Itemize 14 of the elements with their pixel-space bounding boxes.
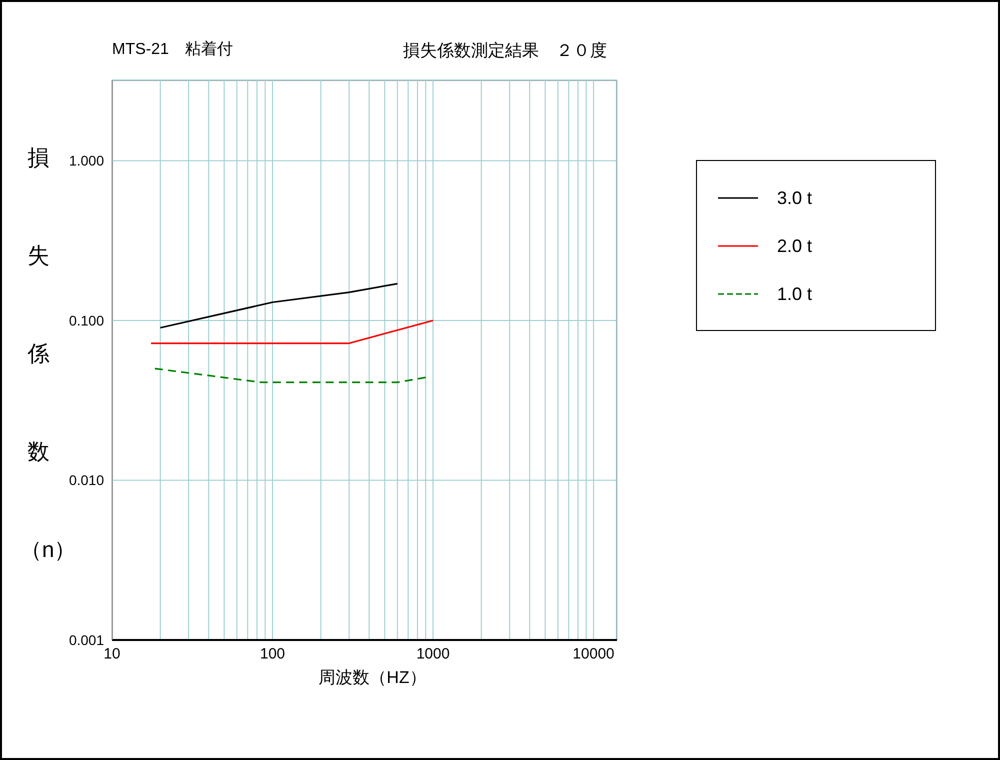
legend-label: 1.0 t [777, 284, 812, 304]
y-tick-label: 1.000 [68, 152, 104, 169]
x-tick-label: 10000 [572, 646, 614, 663]
y-tick-label: 0.001 [68, 632, 104, 648]
chart-subtitle: MTS-21 粘着付 [112, 40, 233, 60]
x-tick-label: 1000 [416, 646, 450, 663]
x-tick-label: 100 [260, 646, 286, 663]
x-tick-label: 10 [104, 646, 120, 663]
y-tick-label: 0.100 [68, 312, 104, 328]
legend-label: 2.0 t [777, 236, 812, 256]
legend-label: 3.0 t [777, 188, 812, 208]
chart-title: 損失係数測定結果 ２０度 [403, 40, 607, 62]
x-axis-title: 周波数（HZ） [318, 667, 426, 689]
y-tick-label: 0.010 [68, 472, 104, 488]
